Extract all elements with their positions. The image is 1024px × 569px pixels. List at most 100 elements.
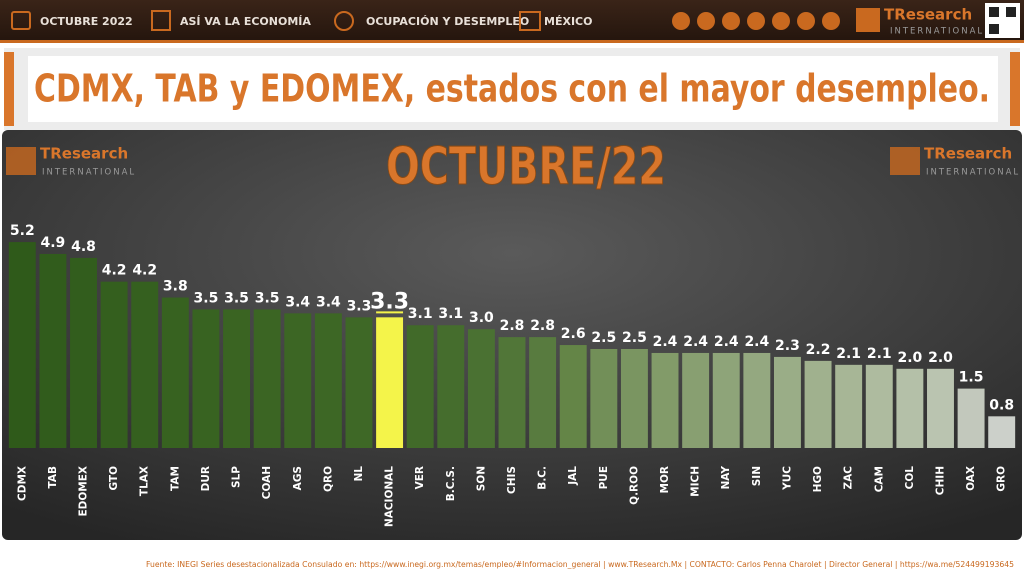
bar [620,349,648,448]
x-tick-label: YUC [781,466,793,491]
x-tick-label: JAL [567,466,579,486]
social-icon[interactable] [797,12,815,30]
x-tick-label: COAH [261,466,273,499]
plot: 5.2 CDMX 4.9 TAB 4.8 EDOMEX 4.2 GTO 4.2 TLAX 3.8 TA… [8,223,1016,527]
social-icon[interactable] [697,12,715,30]
bar [896,368,924,448]
bar [927,368,954,448]
value-label: 2.4 [683,334,708,350]
value-label: 2.3 [775,338,800,354]
social-icon[interactable] [747,12,765,30]
map-icon [519,11,541,31]
value-label: 3.0 [469,310,494,326]
value-label: 2.8 [530,318,555,334]
bar [253,309,281,448]
x-tick-label: CAM [873,466,885,492]
value-label: 2.0 [928,350,953,366]
bar [957,388,985,448]
x-tick-label: CDMX [16,466,28,501]
bar [743,352,771,448]
value-label: 4.9 [41,235,66,251]
x-tick-label: MOR [659,466,671,493]
x-tick-label: AGS [292,466,304,490]
value-label: 2.5 [591,330,616,346]
x-tick-label: GRO [996,466,1008,492]
x-tick-label: TAM [169,466,181,491]
x-tick-label: Q.ROO [628,466,640,505]
x-tick-label: TLAX [139,466,151,496]
qr-part [989,24,999,34]
bar [192,309,220,448]
x-tick-label: NAY [720,466,732,490]
value-label: 3.4 [316,294,341,310]
logo-sub: INTERNATIONAL [890,27,984,37]
banner-title: CDMX, TAB y EDOMEX, estados con el mayor… [34,67,990,111]
header-item[interactable]: ASÍ VA LA ECONOMÍA [180,15,311,28]
bar [712,352,740,448]
social-icon[interactable] [822,12,840,30]
x-tick-label: GTO [108,466,120,491]
x-tick-label: SLP [231,466,243,488]
x-tick-label: NACIONAL [384,466,396,527]
bar [8,242,36,448]
calendar-icon [11,11,31,30]
bar [988,416,1016,448]
logo-sub: INTERNATIONAL [926,168,1020,178]
value-label: 4.2 [132,263,157,279]
value-label: 3.5 [194,290,219,306]
bar [314,313,342,448]
banner-accent [4,52,14,126]
x-tick-label: SIN [751,466,763,486]
value-label: 2.2 [806,342,831,358]
bar [498,337,526,448]
value-label: 2.6 [561,326,586,342]
bar [376,317,404,448]
bar [284,313,312,448]
x-tick-label: CHIS [506,466,518,494]
banner-accent [1010,52,1020,126]
x-tick-label: B.C.S. [445,466,457,501]
value-label: 2.5 [622,330,647,346]
header-item[interactable]: OCTUBRE 2022 [40,15,133,28]
bar [345,317,373,448]
qr-part [989,7,999,17]
logo-sub: INTERNATIONAL [42,168,136,178]
social-icon[interactable] [772,12,790,30]
value-label: 2.4 [714,334,739,350]
x-tick-label: PUE [598,466,610,489]
x-tick-label: SON [475,466,487,491]
logo-mark [890,147,920,175]
x-tick-label: VER [414,466,426,489]
bar [437,325,465,448]
qr-part [1006,7,1016,17]
bar [529,337,557,448]
logo-mark [856,8,880,32]
value-label: 2.0 [897,350,922,366]
x-tick-label: TAB [47,466,59,488]
x-tick-label: MICH [690,466,702,497]
value-label: 5.2 [10,223,35,239]
social-icon[interactable] [672,12,690,30]
header-item[interactable]: MÉXICO [544,15,592,28]
header-rule [0,40,1024,43]
value-label: 2.8 [500,318,525,334]
value-label: 3.3 [347,298,372,314]
value-label: 2.4 [653,334,678,350]
bar [590,349,618,448]
value-label: 3.8 [163,279,188,295]
value-label: 0.8 [989,397,1014,413]
bar [559,345,587,448]
value-label: 2.1 [836,346,861,362]
x-tick-label: QRO [322,466,334,492]
chart-title: OCTUBRE/22 [386,137,666,197]
x-tick-label: NL [353,466,365,482]
bar [835,364,863,448]
social-icon[interactable] [722,12,740,30]
header-item[interactable]: OCUPACIÓN Y DESEMPLEO [366,15,529,28]
x-tick-label: CHIH [934,466,946,495]
value-label: 1.5 [959,370,984,386]
x-tick-label: EDOMEX [78,466,90,517]
logo-brand: TResearch [884,6,972,24]
bar [773,356,801,448]
